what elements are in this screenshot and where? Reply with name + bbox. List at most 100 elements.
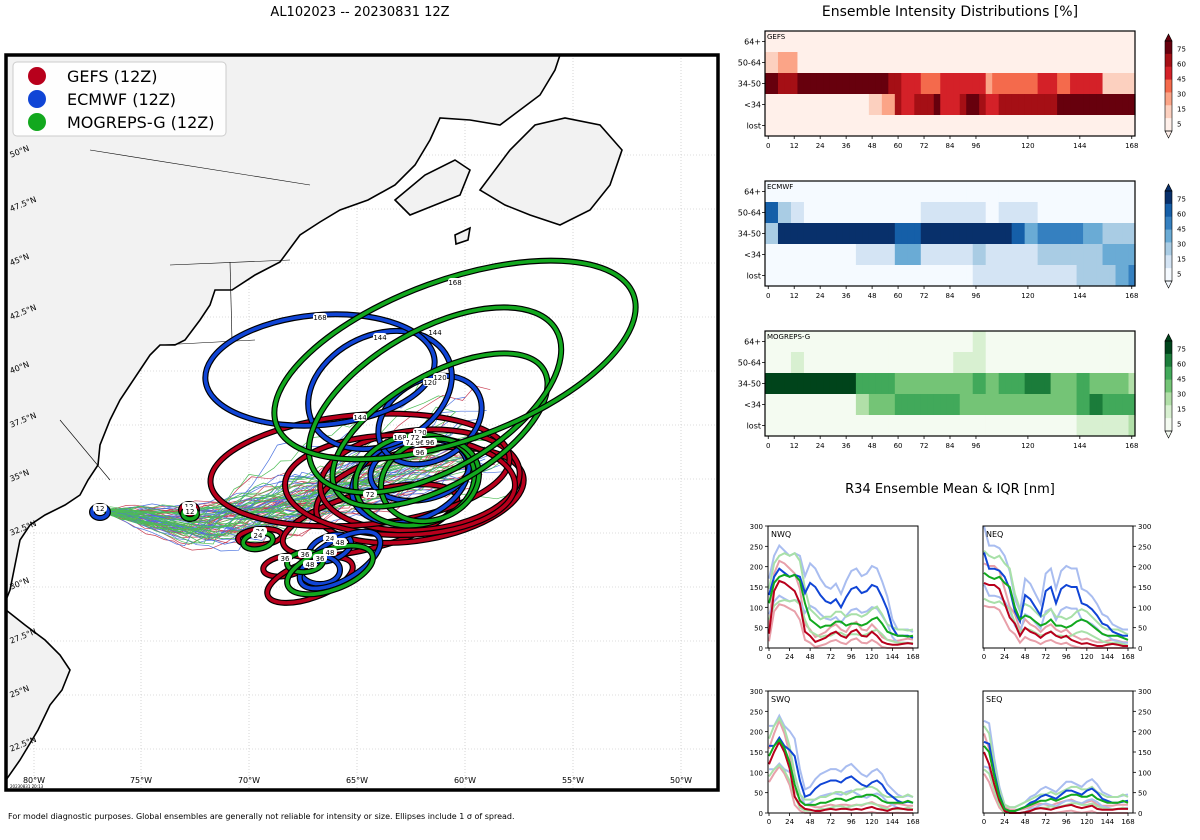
heatmap-cell: [1076, 52, 1084, 74]
heatmap-cell: [927, 373, 935, 395]
heatmap-cell: [998, 115, 1006, 137]
heatmap-cell: [901, 52, 909, 74]
heatmap-cell: [777, 202, 786, 224]
heatmap-cell: [933, 373, 941, 395]
heatmap-cell: [855, 31, 863, 53]
heatmap-cell: [816, 73, 825, 95]
colorbar-swatch: [1165, 229, 1172, 243]
track-line: [99, 428, 502, 529]
heatmap-cell: [771, 373, 779, 395]
heatmap-cell: [803, 223, 812, 245]
heatmap-cell: [1096, 331, 1104, 353]
heatmap-x-tick: 48: [868, 292, 877, 300]
heatmap-cell: [842, 331, 850, 353]
heatmap-cell: [992, 115, 1000, 137]
heatmap-cell: [1031, 331, 1039, 353]
heatmap-cell: [816, 352, 825, 374]
heatmap-cell: [901, 244, 909, 266]
heatmap-cell: [765, 115, 773, 137]
r34-y-tick: 50: [1138, 790, 1147, 798]
heatmap-cell: [823, 73, 831, 95]
heatmap-cell: [881, 394, 889, 416]
heatmap-cell: [1050, 415, 1058, 437]
heatmap-cell: [888, 223, 896, 245]
colorbar-swatch: [1165, 379, 1172, 393]
heatmap-mogreps-g: MOGREPS-G 64+ 50-64 34-50 <34 lost 0 12 24 36 48 60…: [738, 330, 1186, 450]
heatmap-cell: [1037, 244, 1045, 266]
colorbar-tick: 15: [1177, 406, 1186, 414]
heatmap-cell: [953, 373, 961, 395]
heatmap-cell: [777, 52, 786, 74]
heatmap-cell: [901, 373, 909, 395]
heatmap-cell: [998, 331, 1006, 353]
heatmap-cell: [1018, 331, 1026, 353]
heatmap-cell: [849, 265, 857, 287]
heatmap-cell: [992, 181, 1000, 203]
heatmap-cell: [849, 181, 857, 203]
heatmap-cell: [1122, 31, 1130, 53]
heatmap-cell: [972, 265, 980, 287]
r34-y-tick: 150: [750, 584, 763, 592]
heatmap-cell: [1102, 373, 1110, 395]
lon-label: 65°W: [346, 776, 368, 785]
heatmap-cell: [1070, 373, 1078, 395]
heatmap-cell: [894, 352, 902, 374]
heatmap-cell: [966, 94, 974, 116]
heatmap-cell: [1018, 223, 1026, 245]
heatmap-cell: [985, 73, 993, 95]
heatmap-cell: [823, 94, 831, 116]
heatmap-cell: [953, 94, 961, 116]
heatmap-cell: [1063, 115, 1071, 137]
heatmap-cell: [1070, 73, 1078, 95]
colorbar-tick: 15: [1177, 256, 1186, 264]
heatmap-cell: [1122, 73, 1130, 95]
heatmap-cell: [1115, 244, 1123, 266]
r34-y-tick: 100: [750, 604, 763, 612]
lon-label: 60°W: [454, 776, 476, 785]
heatmap-x-tick: 36: [842, 292, 851, 300]
heatmap-cell: [1115, 202, 1123, 224]
mogreps-legend-marker: [28, 113, 46, 131]
ellipse-hour-label: 144: [353, 414, 367, 422]
colorbar-tick: 60: [1177, 61, 1186, 69]
heatmap-cell: [959, 52, 967, 74]
heatmap-cell: [1128, 115, 1136, 137]
heatmap-cell: [1122, 265, 1130, 287]
r34-y-tick: 250: [1138, 543, 1151, 551]
heatmap-cell: [901, 352, 909, 374]
heatmap-row-label: 34-50: [738, 80, 761, 89]
heatmap-cell: [777, 73, 786, 95]
heatmap-cell: [1063, 415, 1071, 437]
heatmap-cell: [849, 331, 857, 353]
ellipse-label-bg: [423, 438, 437, 446]
heatmap-cell: [868, 202, 876, 224]
heatmap-cell: [881, 352, 889, 374]
heatmap-cell: [1050, 394, 1058, 416]
heatmap-cell: [946, 52, 954, 74]
colorbar-tick: 75: [1177, 346, 1186, 354]
heatmap-cell: [868, 265, 876, 287]
heatmap-cell: [979, 415, 987, 437]
heatmap-cell: [972, 52, 980, 74]
heatmap-cell: [1057, 223, 1065, 245]
heatmap-cell: [914, 31, 922, 53]
colorbar-tick: 30: [1177, 91, 1186, 99]
heatmap-cell: [1070, 94, 1078, 116]
ellipse-hour-label: 12: [96, 505, 105, 513]
r34-y-tick: 0: [759, 810, 763, 818]
heatmap-cell: [1083, 352, 1091, 374]
heatmap-cell: [855, 223, 863, 245]
heatmap-cell: [862, 331, 870, 353]
r34-iqr-line: [983, 725, 1129, 809]
heatmap-cell: [992, 373, 1000, 395]
heatmap-cell: [920, 331, 928, 353]
heatmap-cell: [998, 265, 1006, 287]
r34-panel-nwq: NWQ 300 250 200 150 100 50 00 24 48 72 96 120 144 168: [750, 523, 920, 661]
heatmap-cell: [1122, 394, 1130, 416]
heatmap-cell: [1128, 73, 1136, 95]
heatmap-cell: [1102, 331, 1110, 353]
heatmap-x-tick: 12: [790, 292, 799, 300]
heatmap-cell: [816, 244, 825, 266]
heatmap-cell: [979, 202, 987, 224]
heatmap-cell: [933, 94, 941, 116]
